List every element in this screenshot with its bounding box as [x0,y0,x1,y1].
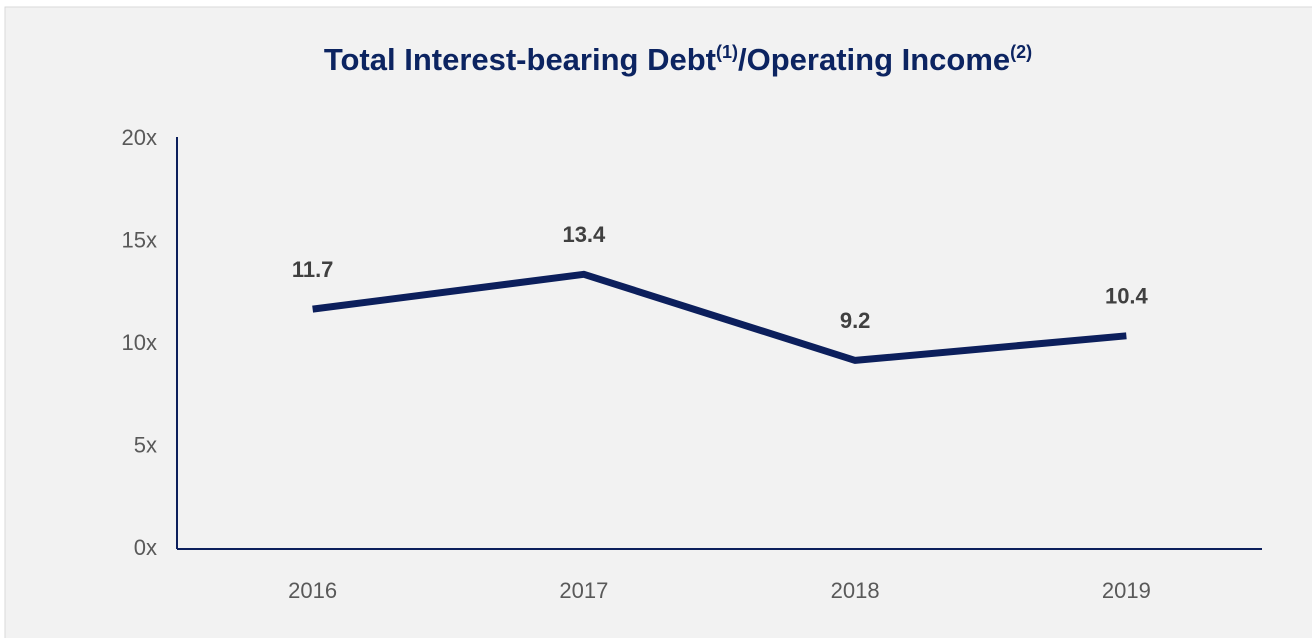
x-tick-label: 2018 [831,578,880,603]
y-tick-label: 10x [122,330,157,355]
y-tick-label: 0x [134,535,157,560]
data-label: 13.4 [562,222,606,247]
chart-title: Total Interest-bearing Debt(1)/Operating… [324,42,1032,77]
x-tick-label: 2019 [1102,578,1151,603]
y-tick-label: 20x [122,125,157,150]
title-superscript: (1) [716,42,738,62]
title-text: /Operating Income [738,42,1010,77]
y-tick-label: 15x [122,227,157,252]
chart-background [4,6,1312,638]
data-label: 10.4 [1105,284,1149,309]
x-tick-label: 2016 [288,578,337,603]
data-label: 9.2 [840,308,871,333]
data-label: 11.7 [292,257,334,282]
title-text: Total Interest-bearing Debt [324,42,716,77]
x-tick-label: 2017 [559,578,608,603]
title-superscript: (2) [1010,42,1032,62]
y-tick-label: 5x [134,432,157,457]
series-line [312,270,1127,364]
